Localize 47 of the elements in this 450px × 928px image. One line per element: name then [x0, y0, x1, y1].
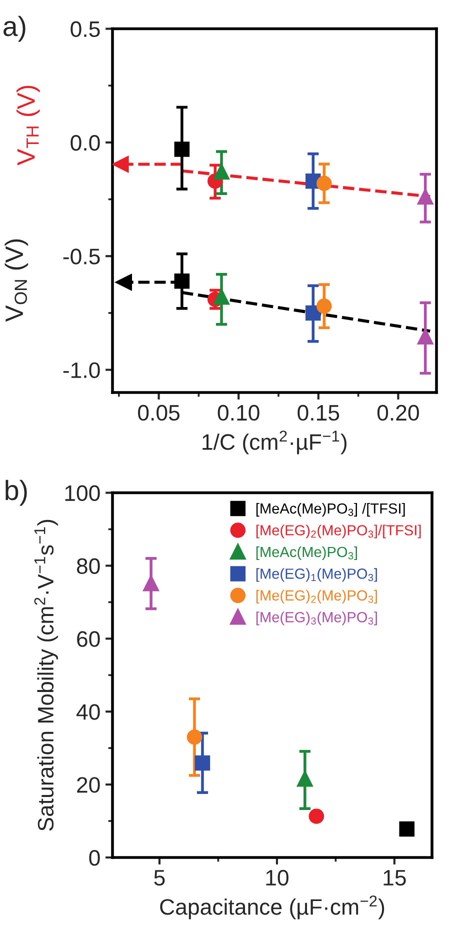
point [174, 142, 190, 157]
y-tick-label: 80 [76, 558, 100, 574]
point [112, 156, 129, 173]
x-tick-label: 5 [154, 870, 165, 886]
point [194, 755, 210, 771]
y-tick-label: -1.0 [63, 362, 100, 378]
y-tick-label: -0.5 [63, 248, 100, 264]
y-tick-label: 0.0 [70, 134, 100, 151]
legend-label: [Me(EG)$_{3}$(Me)PO$_{3}$] [256, 612, 377, 626]
y-tick-label: 0.5 [70, 21, 100, 38]
point [297, 771, 313, 787]
point [214, 289, 230, 305]
x-tick-label: 10 [266, 870, 288, 886]
legend-label: [Me(EG)$_{2}$(Me)PO$_{3}$]/[TFSI] [256, 524, 421, 538]
point [143, 576, 159, 592]
y-tick-label: 0 [89, 850, 100, 866]
x-tick-label: 0.20 [377, 404, 419, 421]
y-tick-label: 60 [77, 631, 100, 647]
point [308, 808, 324, 824]
y-tick-label: 40 [76, 704, 100, 720]
legend-label: [Me(EG)$_{2}$(Me)PO$_{3}$] [256, 590, 377, 604]
x-axis-title: 1/C (cm$^{2}$·µF$^{−1}$) [202, 430, 346, 454]
y-axis-title: Saturation Mobility (cm$^{2}$·V$^{−1}$s$^{−1}$) [34, 520, 58, 831]
y-tick-label: 100 [65, 485, 100, 502]
legend-label: [MeAc(Me)PO$_{3}$] /[TFSI] [256, 502, 405, 517]
x-tick-label: 0.15 [298, 404, 340, 421]
point [418, 189, 433, 205]
point [174, 274, 190, 289]
legend-label: [MeAc(Me)PO$_{3}$] [256, 546, 357, 560]
x-tick-label: 0.10 [218, 404, 260, 421]
x-tick-label: 0.05 [138, 404, 180, 421]
chart-title: b) [6, 480, 27, 506]
legend-label: [Me(EG)$_{1}$(Me)PO$_{3}$] [256, 568, 377, 582]
point [305, 305, 321, 321]
point [214, 164, 230, 180]
y-axis-title: V$_{ON}$ (V) [4, 239, 28, 322]
x-tick-label: 15 [384, 870, 406, 886]
point [316, 176, 332, 192]
text: V$_{TH}$ (V) [16, 86, 40, 166]
y-tick-label: 20 [77, 777, 100, 793]
point [399, 821, 415, 837]
x-axis-title: Capacitance (µF·cm$^{−2}$) [160, 896, 384, 920]
point [115, 274, 132, 291]
point [418, 329, 433, 344]
point [186, 729, 202, 745]
chart-title: a) [4, 16, 26, 42]
point [316, 298, 332, 314]
